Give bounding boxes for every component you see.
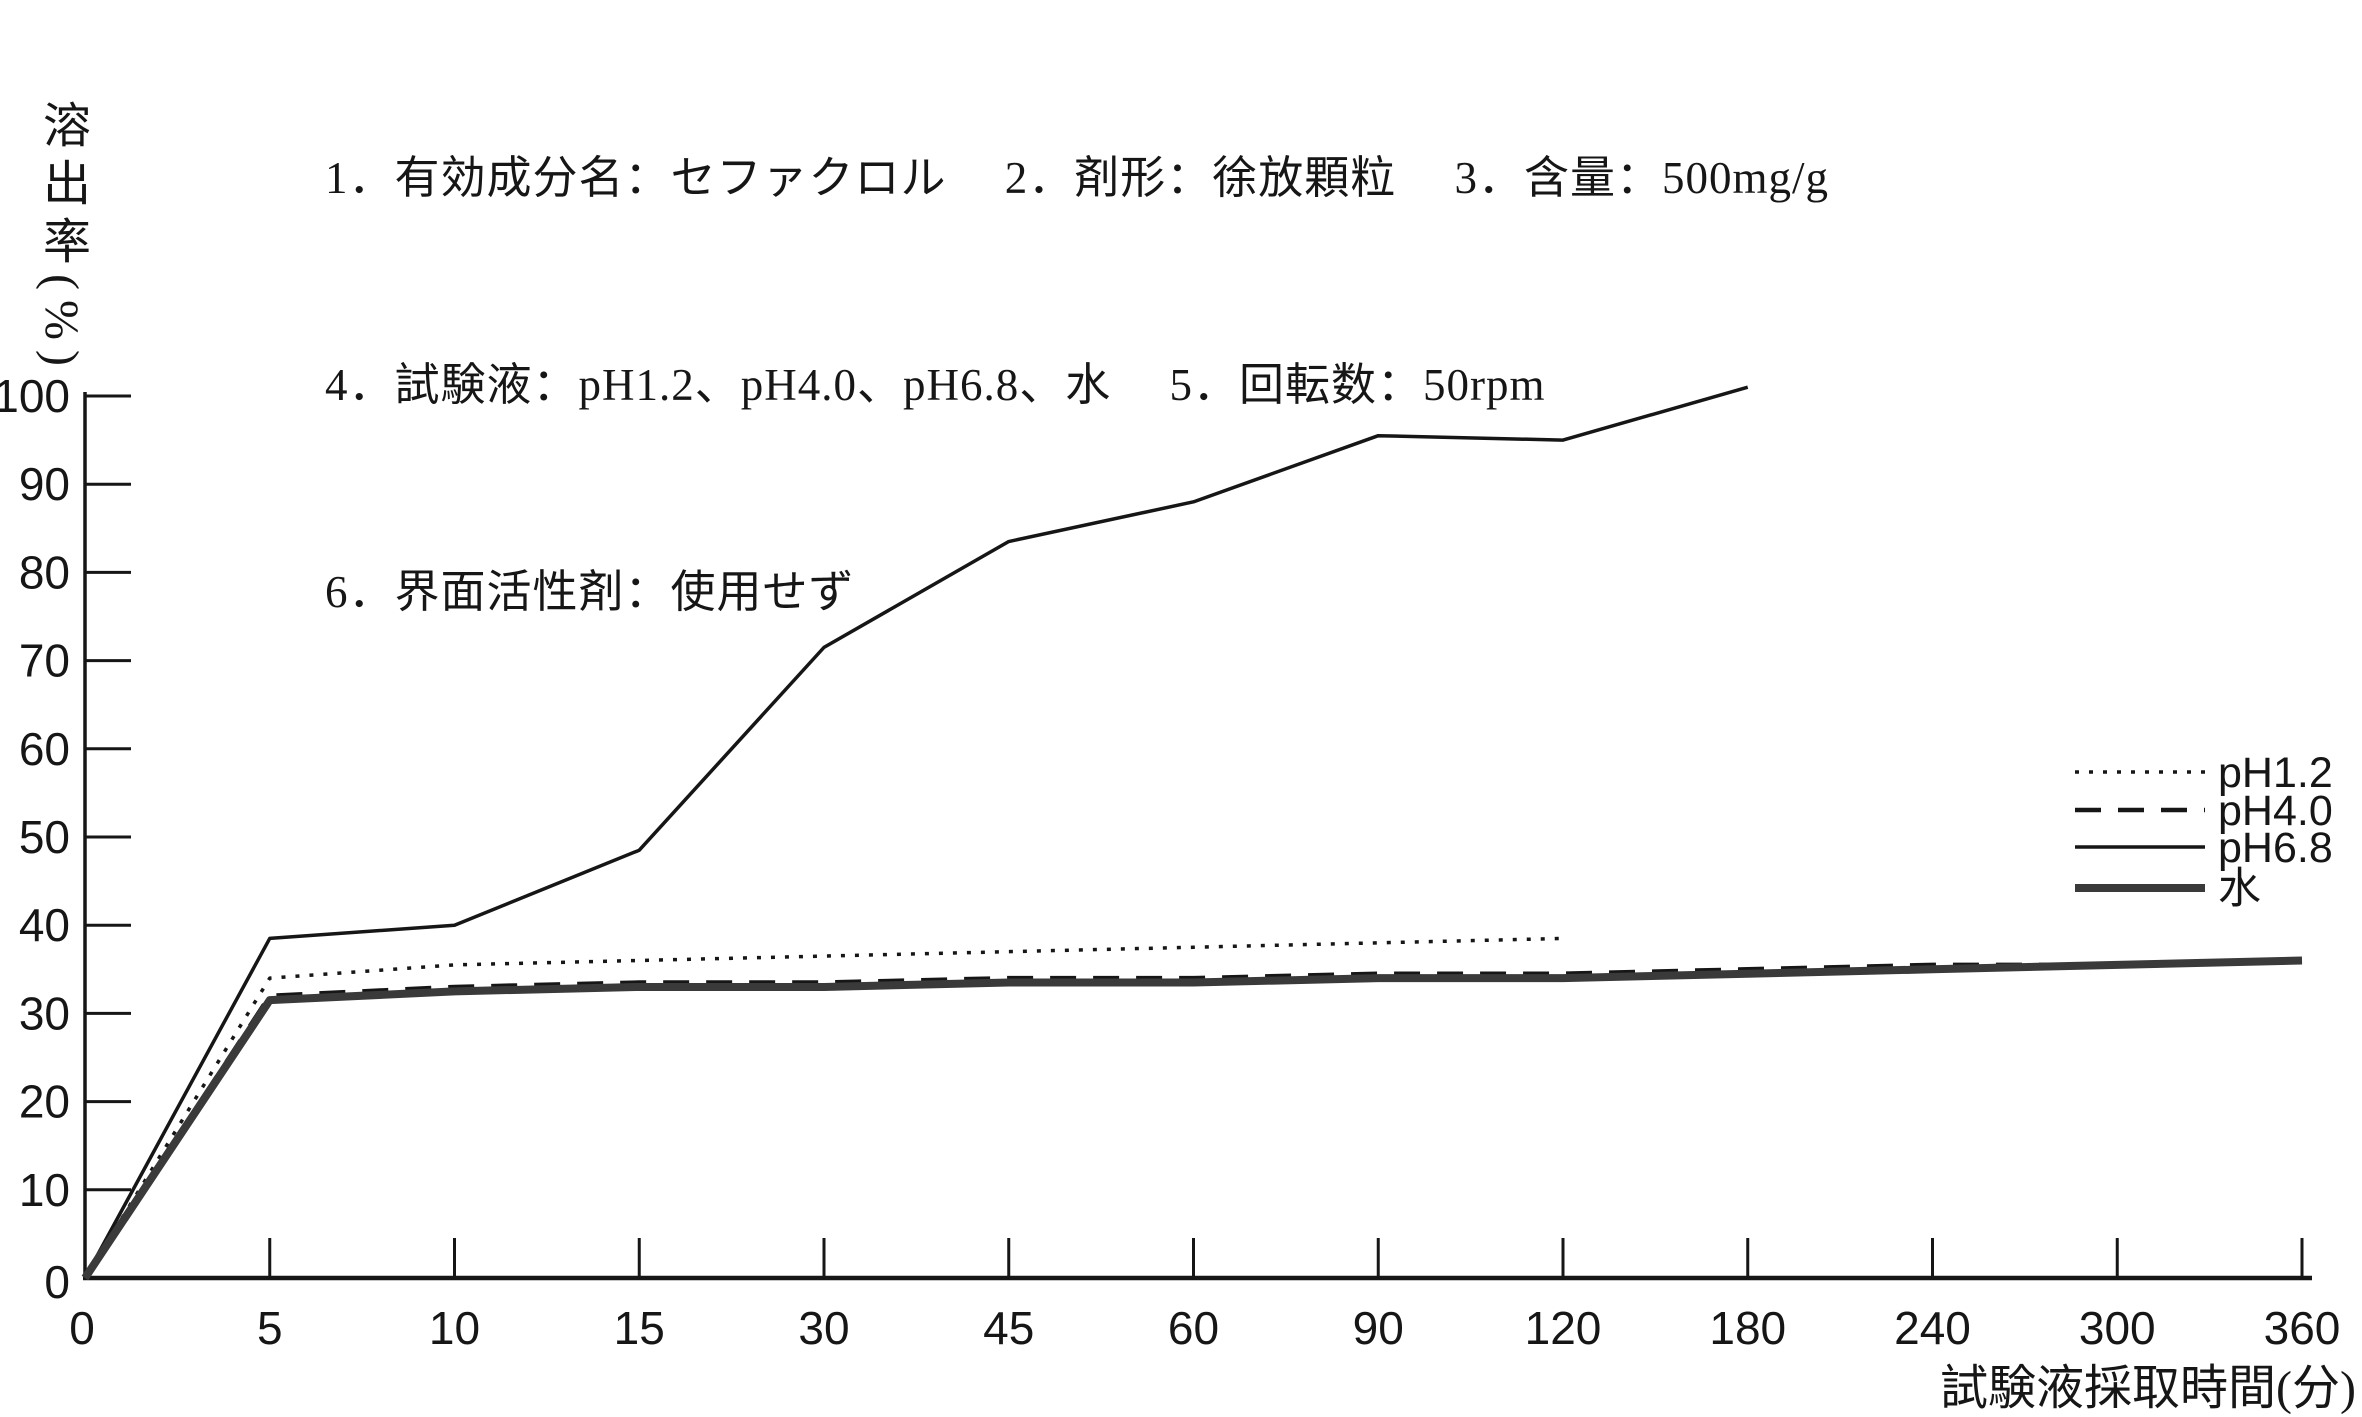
x-tick-label: 15 [614, 1302, 665, 1354]
x-axis-title: 試験液採取時間(分) [1940, 1362, 2356, 1415]
x-tick-label: 360 [2264, 1302, 2341, 1354]
x-tick-label: 45 [983, 1302, 1034, 1354]
x-tick-label: 60 [1168, 1302, 1219, 1354]
x-tick-label: 30 [798, 1302, 849, 1354]
legend-label-水: 水 [2218, 865, 2261, 913]
x-tick-label: 120 [1525, 1302, 1602, 1354]
spec-line-1: 1．有効成分名：セファクロル 2．剤形：徐放顆粒 3．含量：500mg/g [325, 153, 1830, 203]
y-tick-label: 80 [19, 546, 70, 598]
y-tick-label: 90 [19, 458, 70, 510]
series-line-pH4.0 [83, 958, 2303, 1280]
y-tick-label: 100 [0, 370, 70, 422]
legend-label-pH4.0: pH4.0 [2218, 787, 2333, 835]
y-tick-label: 50 [19, 811, 70, 863]
x-tick-label: 180 [1709, 1302, 1786, 1354]
y-tick-label: 30 [19, 987, 70, 1039]
legend-label-pH1.2: pH1.2 [2218, 749, 2333, 797]
y-tick-label: 20 [19, 1076, 70, 1128]
legend-label-pH6.8: pH6.8 [2218, 824, 2333, 872]
x-tick-label: 300 [2079, 1302, 2156, 1354]
spec-line-2: 4．試験液：pH1.2、pH4.0、pH6.8、水 5．回転数：50rpm [325, 360, 1546, 410]
y-tick-label: 70 [19, 635, 70, 687]
y-tick-label: 10 [19, 1164, 70, 1216]
test-conditions-header: 1．有効成分名：セファクロル 2．剤形：徐放顆粒 3．含量：500mg/g 4．… [325, 6, 1829, 765]
y-tick-label: 0 [44, 1256, 70, 1308]
x-tick-label: 90 [1353, 1302, 1404, 1354]
x-tick-label: 5 [257, 1302, 283, 1354]
y-tick-label: 60 [19, 723, 70, 775]
y-axis-title: 溶出率(%) [35, 100, 88, 376]
series-line-水 [81, 956, 2303, 1281]
spec-line-3: 6．界面活性剤：使用せず [325, 567, 855, 617]
x-tick-label: 240 [1894, 1302, 1971, 1354]
y-tick-label: 40 [19, 899, 70, 951]
series-line-pH6.8 [83, 385, 1749, 1279]
x-tick-label: 10 [429, 1302, 480, 1354]
x-tick-label: 0 [69, 1302, 95, 1354]
